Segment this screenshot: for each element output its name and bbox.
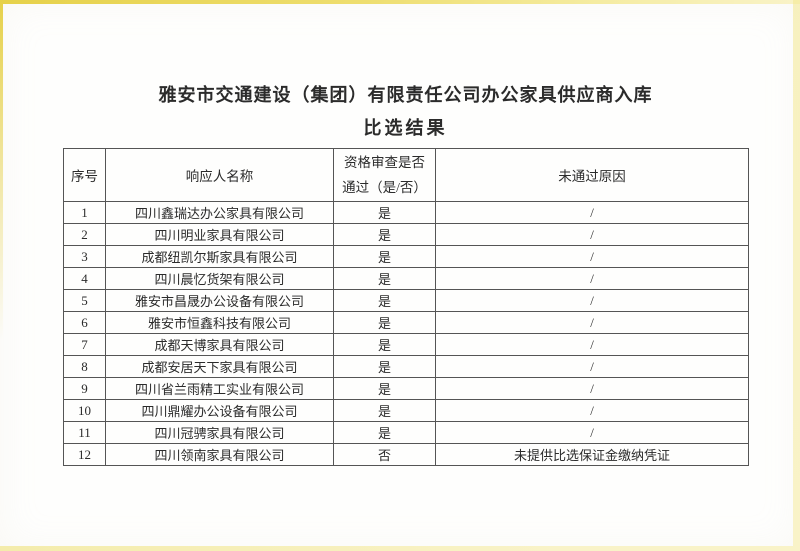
- fail-reason-cell: /: [435, 333, 749, 356]
- row-serial-number-cell: 5: [63, 289, 106, 312]
- fail-reason-cell: /: [435, 245, 749, 268]
- header-respondent-name: 响应人名称: [105, 148, 334, 202]
- pass-status-cell: 是: [333, 333, 436, 356]
- company-name-cell: 四川明业家具有限公司: [105, 223, 334, 246]
- scan-edge-bottom: [0, 546, 800, 551]
- pass-status-cell: 是: [333, 223, 436, 246]
- header-serial-number: 序号: [63, 148, 106, 202]
- document-title: 雅安市交通建设（集团）有限责任公司办公家具供应商入库 比选结果: [63, 86, 748, 137]
- row-serial-number-cell: 11: [63, 421, 106, 444]
- company-name-cell: 四川晨忆货架有限公司: [105, 267, 334, 290]
- row-serial-number-cell: 12: [63, 443, 106, 466]
- header-fail-reason: 未通过原因: [435, 148, 749, 202]
- pass-status-cell: 是: [333, 245, 436, 268]
- pass-status-cell: 是: [333, 267, 436, 290]
- pass-status-cell: 是: [333, 377, 436, 400]
- header-qualification-pass: 资格审查是否 通过（是/否）: [333, 148, 436, 202]
- row-serial-number-cell: 10: [63, 399, 106, 422]
- table-row: 9 四川省兰雨精工实业有限公司 是 /: [63, 377, 749, 400]
- pass-status-cell: 是: [333, 421, 436, 444]
- fail-reason-cell: /: [435, 355, 749, 378]
- row-serial-number-cell: 6: [63, 311, 106, 334]
- company-name-cell: 四川冠骋家具有限公司: [105, 421, 334, 444]
- document-title-line1: 雅安市交通建设（集团）有限责任公司办公家具供应商入库: [158, 85, 653, 105]
- pass-status-cell: 是: [333, 311, 436, 334]
- fail-reason-cell: /: [435, 289, 749, 312]
- fail-reason-cell: /: [435, 421, 749, 444]
- company-name-cell: 成都纽凯尔斯家具有限公司: [105, 245, 334, 268]
- pass-status-cell: 是: [333, 201, 436, 224]
- table-row: 3 成都纽凯尔斯家具有限公司 是 /: [63, 245, 749, 268]
- table-row: 6 雅安市恒鑫科技有限公司 是 /: [63, 311, 749, 334]
- fail-reason-cell: /: [435, 311, 749, 334]
- table-row: 5 雅安市昌晟办公设备有限公司 是 /: [63, 289, 749, 312]
- company-name-cell: 雅安市恒鑫科技有限公司: [105, 311, 334, 334]
- scan-edge-right: [793, 0, 800, 551]
- header-qualification-pass-line2: 通过（是/否）: [342, 179, 427, 195]
- header-qualification-pass-line1: 资格审查是否: [344, 155, 425, 170]
- company-name-cell: 四川领南家具有限公司: [105, 443, 334, 466]
- company-name-cell: 成都天博家具有限公司: [105, 333, 334, 356]
- table-row: 11 四川冠骋家具有限公司 是 /: [63, 421, 749, 444]
- row-serial-number-cell: 2: [63, 223, 106, 246]
- row-serial-number-cell: 4: [63, 267, 106, 290]
- scan-edge-top: [0, 0, 800, 4]
- fail-reason-cell: /: [435, 201, 749, 224]
- table-row: 2 四川明业家具有限公司 是 /: [63, 223, 749, 246]
- fail-reason-cell: /: [435, 399, 749, 422]
- table-header: 序号 响应人名称 资格审查是否 通过（是/否） 未通过原因: [63, 148, 749, 202]
- table-row: 7 成都天博家具有限公司 是 /: [63, 333, 749, 356]
- row-serial-number-cell: 7: [63, 333, 106, 356]
- company-name-cell: 四川鑫瑞达办公家具有限公司: [105, 201, 334, 224]
- table-row: 4 四川晨忆货架有限公司 是 /: [63, 267, 749, 290]
- table-row: 10 四川鼎耀办公设备有限公司 是 /: [63, 399, 749, 422]
- row-serial-number-cell: 1: [63, 201, 106, 224]
- company-name-cell: 四川鼎耀办公设备有限公司: [105, 399, 334, 422]
- company-name-cell: 成都安居天下家具有限公司: [105, 355, 334, 378]
- qualification-result-table: 序号 响应人名称 资格审查是否 通过（是/否） 未通过原因 1 四川鑫瑞达办公家…: [63, 148, 749, 466]
- table-row: 8 成都安居天下家具有限公司 是 /: [63, 355, 749, 378]
- row-serial-number-cell: 8: [63, 355, 106, 378]
- table-header-row: 序号 响应人名称 资格审查是否 通过（是/否） 未通过原因: [63, 148, 749, 202]
- pass-status-cell: 是: [333, 355, 436, 378]
- pass-status-cell: 是: [333, 289, 436, 312]
- company-name-cell: 雅安市昌晟办公设备有限公司: [105, 289, 334, 312]
- row-serial-number-cell: 3: [63, 245, 106, 268]
- document-title-line2: 比选结果: [363, 118, 448, 138]
- table-row: 1 四川鑫瑞达办公家具有限公司 是 /: [63, 201, 749, 224]
- fail-reason-cell: /: [435, 223, 749, 246]
- row-serial-number-cell: 9: [63, 377, 106, 400]
- scan-edge-left: [0, 0, 3, 340]
- pass-status-cell: 是: [333, 399, 436, 422]
- table-body: 1 四川鑫瑞达办公家具有限公司 是 / 2 四川明业家具有限公司 是 / 3 成…: [63, 201, 749, 466]
- fail-reason-cell: /: [435, 377, 749, 400]
- fail-reason-cell: /: [435, 267, 749, 290]
- fail-reason-cell: 未提供比选保证金缴纳凭证: [435, 443, 749, 466]
- pass-status-cell: 否: [333, 443, 436, 466]
- table-row: 12 四川领南家具有限公司 否 未提供比选保证金缴纳凭证: [63, 443, 749, 466]
- company-name-cell: 四川省兰雨精工实业有限公司: [105, 377, 334, 400]
